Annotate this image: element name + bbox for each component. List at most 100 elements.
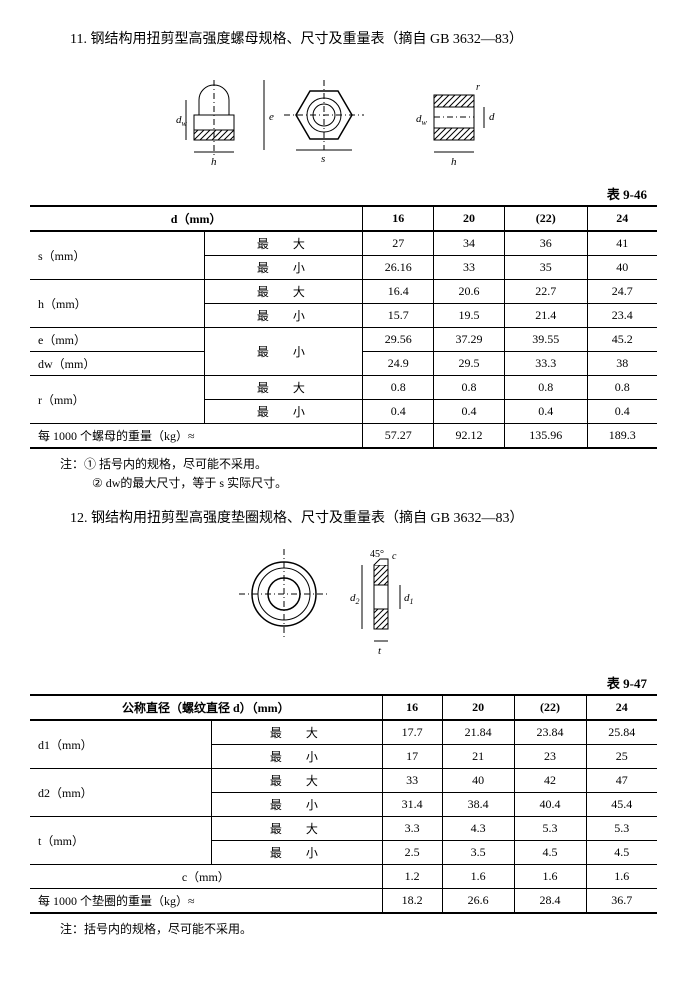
cell: 26.6 [442,889,514,914]
cell: 40 [442,769,514,793]
t1-col-0: 16 [363,206,434,231]
row-sub: 最 大 [212,720,382,745]
cell: 28.4 [514,889,586,914]
t2-header-d: 公称直径（螺纹直径 d）（mm） [30,695,382,720]
cell: 189.3 [587,424,657,449]
weight-label: 每 1000 个垫圈的重量（kg）≈ [30,889,382,914]
washer-table: 公称直径（螺纹直径 d）（mm） 16 20 (22) 24 d1（mm） 最 … [30,694,657,914]
nut-diagram: dw h s e dw d h r [30,60,657,174]
table1-label: 表 9-46 [30,184,647,203]
svg-text:c: c [392,551,397,562]
cell: 4.5 [586,841,657,865]
cell: 4.3 [442,817,514,841]
cell: 17.7 [382,720,442,745]
svg-text:dw: dw [416,113,428,127]
cell: 24.7 [587,280,657,304]
cell: 37.29 [434,328,505,352]
cell: 39.55 [504,328,587,352]
row-label: t（mm） [30,817,212,865]
washer-diagram: 45° c d2 d1 t [30,539,657,663]
note-line: 注：括号内的规格，尽可能不采用。 [60,920,657,939]
cell: 0.4 [587,400,657,424]
cell: 22.7 [504,280,587,304]
cell: 1.2 [382,865,442,889]
cell: 29.5 [434,352,505,376]
cell: 23 [514,745,586,769]
svg-text:r: r [476,82,480,93]
svg-text:e: e [269,111,274,123]
row-label: d1（mm） [30,720,212,769]
row-label: h（mm） [30,280,205,328]
cell: 5.3 [586,817,657,841]
cell: 21.84 [442,720,514,745]
cell: 38.4 [442,793,514,817]
cell: 34 [434,231,505,256]
row-label: d2（mm） [30,769,212,817]
row-sub: 最 大 [212,817,382,841]
weight-label: 每 1000 个螺母的重量（kg）≈ [30,424,363,449]
cell: 0.4 [504,400,587,424]
row-sub: 最 小 [212,745,382,769]
svg-text:h: h [211,156,217,168]
t1-col-2: (22) [504,206,587,231]
t2-col-2: (22) [514,695,586,720]
row-label: dw（mm） [30,352,205,376]
cell: 33.3 [504,352,587,376]
t1-col-3: 24 [587,206,657,231]
cell: 0.8 [363,376,434,400]
svg-text:45°: 45° [370,549,384,560]
cell: 27 [363,231,434,256]
cell: 21 [442,745,514,769]
section2-heading: 12. 钢结构用扭剪型高强度垫圈规格、尺寸及重量表（摘自 GB 3632—83） [70,507,657,527]
cell: 47 [586,769,657,793]
t2-col-3: 24 [586,695,657,720]
cell: 3.5 [442,841,514,865]
cell: 0.8 [504,376,587,400]
cell: 33 [434,256,505,280]
cell: 4.5 [514,841,586,865]
cell: 0.4 [363,400,434,424]
row-sub: 最 小 [212,841,382,865]
row-sub: 最 小 [205,304,363,328]
cell: 29.56 [363,328,434,352]
svg-text:h: h [451,156,457,168]
cell: 33 [382,769,442,793]
cell: 0.8 [587,376,657,400]
cell: 41 [587,231,657,256]
t1-col-1: 20 [434,206,505,231]
cell: 36 [504,231,587,256]
svg-text:t: t [378,645,382,657]
row-sub: 最 小 [212,793,382,817]
t2-col-1: 20 [442,695,514,720]
svg-text:d2: d2 [350,592,360,606]
cell: 20.6 [434,280,505,304]
note-line: ② dw的最大尺寸，等于 s 实际尺寸。 [92,474,657,493]
cell: 15.7 [363,304,434,328]
cell: 25.84 [586,720,657,745]
cell: 135.96 [504,424,587,449]
cell: 57.27 [363,424,434,449]
row-sub: 最 大 [205,280,363,304]
cell: 1.6 [586,865,657,889]
row-sub: 最 大 [205,231,363,256]
row-label: r（mm） [30,376,205,424]
cell: 40.4 [514,793,586,817]
t2-col-0: 16 [382,695,442,720]
cell: 45.4 [586,793,657,817]
cell: 3.3 [382,817,442,841]
cell: 2.5 [382,841,442,865]
svg-text:d1: d1 [404,592,414,606]
cell: 17 [382,745,442,769]
cell: 92.12 [434,424,505,449]
cell: 36.7 [586,889,657,914]
cell: 0.4 [434,400,505,424]
cell: 21.4 [504,304,587,328]
cell: 38 [587,352,657,376]
row-sub: 最 小 [205,328,363,376]
cell: 24.9 [363,352,434,376]
row-label: s（mm） [30,231,205,280]
nut-table: d（mm） 16 20 (22) 24 s（mm） 最 大 27 34 36 4… [30,205,657,449]
cell: 26.16 [363,256,434,280]
cell: 23.84 [514,720,586,745]
section1-heading: 11. 钢结构用扭剪型高强度螺母规格、尺寸及重量表（摘自 GB 3632—83） [70,28,657,48]
